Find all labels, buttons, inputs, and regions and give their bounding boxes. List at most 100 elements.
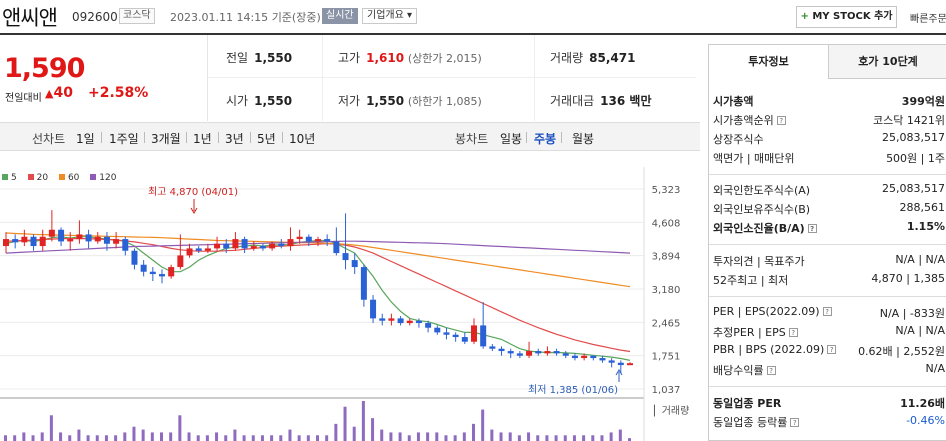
high-annotation: 최고 4,870 (04/01) — [148, 186, 238, 198]
volume-bar — [316, 435, 319, 441]
period-tabs: 선차트 1일 1주일 3개월 1년 3년 5년 10년 봉차트 일봉 주봉 월봉 — [0, 122, 700, 151]
change-label: 전일대비 — [5, 93, 42, 104]
tab-10y[interactable]: 10년 — [289, 132, 316, 146]
volume-bar — [435, 432, 439, 441]
volume-bar — [279, 435, 283, 441]
tab-invest-info[interactable]: 투자정보 — [709, 45, 829, 79]
candle-body — [397, 318, 404, 324]
volume-bar — [59, 432, 63, 441]
candle-body — [94, 236, 101, 242]
legend-ma60: 60 — [58, 173, 79, 183]
volume-bar — [453, 435, 457, 441]
stock-header: 앤씨앤 092600 코스닥 2023.01.11 14:15 기준(장중) 실… — [0, 0, 946, 34]
help-icon[interactable]: ? — [790, 418, 800, 427]
tab-1w[interactable]: 1주일 — [109, 132, 139, 146]
volume-bar — [224, 435, 228, 441]
candle-body — [379, 318, 386, 321]
help-icon[interactable]: ? — [766, 366, 776, 375]
tab-monthly[interactable]: 월봉 — [572, 132, 595, 146]
volume-bar — [95, 435, 99, 441]
volume-bar — [490, 429, 494, 441]
my-stock-add-button[interactable]: + MY STOCK 추가 — [796, 6, 897, 28]
candle-body — [388, 318, 395, 321]
candle-chart-label: 봉차트 — [455, 132, 489, 146]
candle-body — [12, 239, 19, 243]
trade-amount: 거래대금 136 백만 — [550, 94, 652, 108]
candle-body — [186, 248, 193, 256]
tab-1d[interactable]: 1일 — [76, 132, 95, 146]
volume-bar — [389, 432, 393, 441]
corp-overview-dropdown[interactable]: 기업개요 ▾ — [362, 8, 418, 24]
high-price: 고가 1,610 (상한가 2,015) — [338, 51, 482, 65]
chevron-down-icon: ▾ — [407, 10, 413, 21]
tab-1y[interactable]: 1년 — [193, 132, 212, 146]
legend-ma120: 120 — [90, 173, 116, 183]
realtime-badge[interactable]: 실시간 — [322, 8, 358, 24]
candle-body — [452, 334, 459, 338]
volume-bar — [380, 429, 384, 441]
candle-body — [232, 239, 239, 249]
volume-bar — [472, 423, 475, 441]
volume-bar — [536, 435, 540, 441]
volume-bar — [251, 435, 255, 441]
candle-body — [360, 267, 367, 300]
candle-body — [406, 320, 413, 324]
candle-body — [113, 239, 120, 244]
candle-body — [480, 325, 487, 347]
candle-body — [3, 239, 9, 247]
volume-bar — [205, 435, 209, 441]
volume-bar — [499, 432, 503, 441]
candle-body — [223, 243, 230, 249]
tab-3y[interactable]: 3년 — [225, 132, 244, 146]
tab-5y[interactable]: 5년 — [257, 132, 276, 146]
volume-bar — [22, 432, 26, 441]
candle-body — [415, 320, 422, 324]
volume-bar — [352, 426, 356, 441]
volume-bar — [618, 429, 622, 441]
volume-bar — [178, 415, 182, 441]
candle-body — [471, 325, 477, 342]
y-tick-label: 1,751 — [652, 352, 681, 363]
volume-bar — [426, 432, 430, 441]
open-price: 시가 1,550 — [226, 94, 293, 108]
volume-bar — [444, 435, 448, 441]
candle-body — [149, 271, 156, 275]
candle-body — [204, 248, 211, 251]
volume-bar — [141, 429, 145, 441]
tab-daily[interactable]: 일봉 — [500, 132, 523, 146]
candle-body — [599, 358, 606, 361]
help-icon[interactable]: ? — [788, 328, 798, 337]
candle-body — [553, 351, 560, 354]
volume-bar — [554, 435, 558, 441]
candle-body — [324, 239, 331, 242]
volume-bar — [260, 435, 264, 441]
help-icon[interactable]: ? — [776, 116, 786, 125]
volume-bar — [527, 432, 531, 441]
volume: 거래량 85,471 — [550, 51, 636, 65]
help-icon[interactable]: ? — [807, 224, 817, 233]
y-tick-label: 5,323 — [652, 185, 681, 196]
candle-body — [544, 351, 551, 354]
candle-body — [627, 363, 633, 366]
tab-weekly[interactable]: 주봉 — [534, 132, 557, 146]
y-tick-label: 2,465 — [652, 318, 681, 329]
help-icon[interactable]: ? — [827, 345, 837, 354]
tab-hoga-10[interactable]: 호가 10단계 — [829, 45, 946, 79]
candle-body — [590, 355, 597, 359]
volume-bar — [628, 438, 631, 441]
candle-body — [351, 260, 358, 268]
help-icon[interactable]: ? — [822, 307, 832, 316]
low-price: 저가 1,550 (하한가 1,085) — [338, 94, 482, 108]
volume-bar — [150, 432, 154, 441]
quick-order-link[interactable]: 빠른주문 — [910, 14, 946, 25]
legend-ma20: 20 — [27, 173, 48, 183]
plus-icon: + — [800, 11, 809, 22]
tab-3m[interactable]: 3개월 — [151, 132, 181, 146]
volume-bar — [343, 406, 347, 441]
volume-bar — [398, 432, 402, 441]
volume-bar — [270, 435, 274, 441]
candle-body — [333, 241, 340, 254]
y-tick-label: 4,608 — [652, 218, 681, 229]
volume-bar — [563, 435, 567, 441]
volume-bar — [572, 435, 576, 441]
